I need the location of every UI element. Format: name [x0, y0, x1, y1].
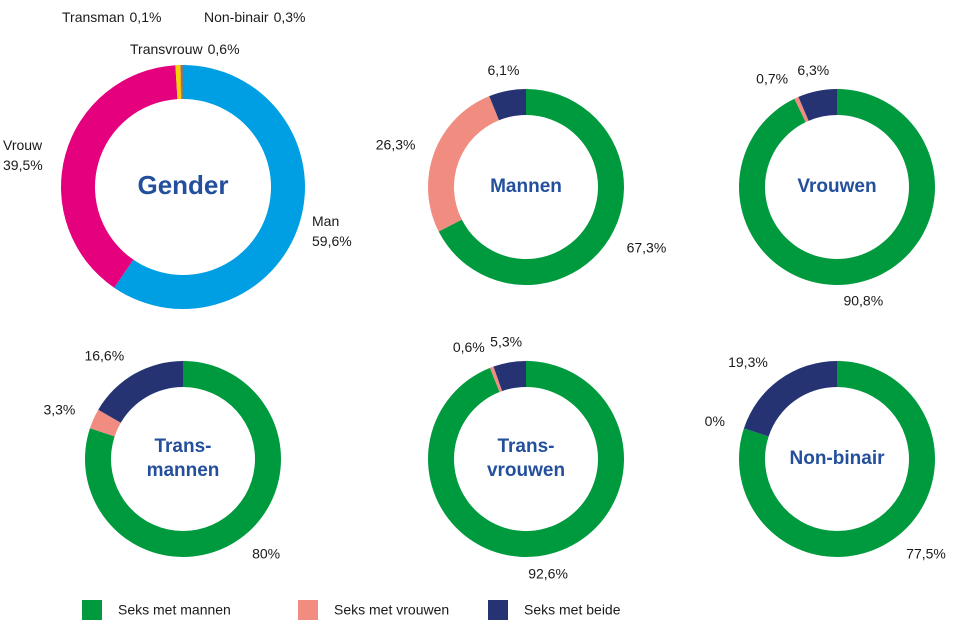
value-label: 5,3%: [490, 333, 522, 349]
donut-title: Mannen: [490, 176, 562, 197]
segment-name: Vrouw: [3, 137, 43, 153]
value-label: 67,3%: [627, 239, 667, 255]
segment-label: Man 59,6%: [312, 213, 352, 249]
donut-title: vrouwen: [487, 460, 565, 481]
donut-title: Vrouwen: [797, 176, 876, 197]
value-label: 92,6%: [528, 566, 568, 582]
value-label: 80%: [252, 545, 280, 561]
value-label: 0%: [705, 413, 725, 429]
donut-segment: [428, 96, 499, 232]
donut-segment: [489, 89, 526, 121]
legend-label: Seks met mannen: [118, 602, 231, 618]
value-label: 6,3%: [797, 62, 829, 78]
value-label: 26,3%: [376, 136, 416, 152]
donut-segment: [180, 65, 183, 100]
donut-segment: [794, 96, 809, 123]
donut-segment: [179, 65, 182, 100]
segment-label: Non-binair 0,3%: [204, 9, 306, 25]
value-label: 77,5%: [906, 545, 946, 561]
donut-segment: [428, 361, 625, 557]
segment-label: Transman 0,1%: [62, 9, 161, 25]
donut-segment: [61, 65, 178, 288]
segment-value: 0,1%: [130, 9, 162, 25]
donut-segment: [114, 65, 306, 309]
segment-value: 39,5%: [3, 157, 43, 173]
legend-label: Seks met vrouwen: [334, 602, 449, 618]
donut-segment: [493, 361, 526, 392]
value-label: 0,6%: [453, 339, 485, 355]
segment-name: Non-binair: [204, 9, 269, 25]
donut-segment: [89, 409, 121, 437]
segment-name: Man: [312, 213, 339, 229]
value-label: 19,3%: [728, 354, 768, 370]
donut-segment: [798, 89, 837, 121]
donut-title: Gender: [137, 170, 228, 200]
donut-segment: [743, 361, 837, 437]
segment-value: 0,3%: [274, 9, 306, 25]
donut-title: Trans-: [154, 436, 211, 457]
segment-name: Transman: [62, 9, 125, 25]
donut-segment: [175, 65, 181, 100]
segment-label: Transvrouw 0,6%: [130, 41, 240, 57]
donut-segment: [98, 361, 183, 423]
donut-title: Non-binair: [790, 448, 886, 469]
segment-value: 59,6%: [312, 233, 352, 249]
legend-swatch: [298, 600, 318, 620]
value-label: 3,3%: [43, 401, 75, 417]
donut-segment: [489, 366, 503, 393]
legend-swatch: [82, 600, 102, 620]
legend-label: Seks met beide: [524, 602, 621, 618]
value-label: 0,7%: [756, 70, 788, 86]
segment-value: 0,6%: [208, 41, 240, 57]
value-label: 6,1%: [487, 62, 519, 78]
value-label: 16,6%: [84, 347, 124, 363]
legend-swatch: [488, 600, 508, 620]
value-label: 90,8%: [843, 293, 883, 309]
donut-title: Trans-: [497, 436, 554, 457]
donut-title: mannen: [147, 460, 220, 481]
segment-name: Transvrouw: [130, 41, 204, 57]
segment-label: Vrouw 39,5%: [3, 137, 43, 173]
